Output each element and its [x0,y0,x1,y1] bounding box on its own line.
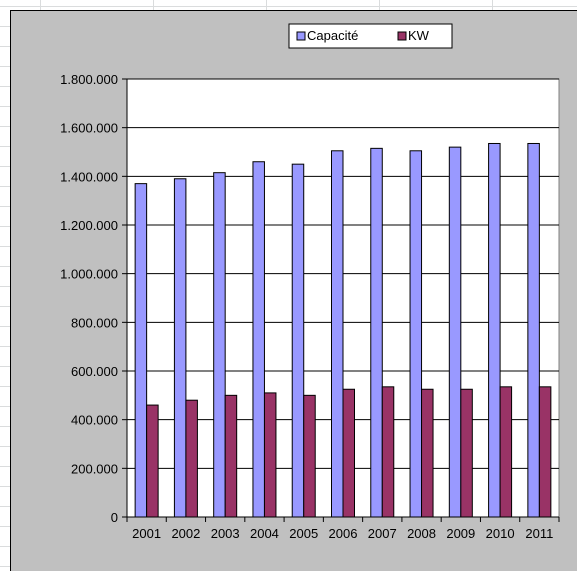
x-tick-label: 2004 [250,526,279,541]
y-tick-label: 200.000 [71,461,118,476]
legend-swatch-kw [397,31,407,41]
bar-kw [224,394,238,518]
bar-capacite [527,142,540,518]
bar-capacite [370,147,383,518]
y-tick-label: 400.000 [71,413,118,428]
bar-capacite [213,172,226,518]
legend-swatch-capacite [296,31,306,41]
x-tick-label: 2003 [211,526,240,541]
bar-kw [303,394,316,518]
y-tick-label: 1.200.000 [60,218,118,233]
y-tick-label: 1.600.000 [60,121,118,136]
bar-capacite [409,150,423,518]
bar-chart: 0 200.000 400.000 600.000 800.000 1.000.000 1.… [60,23,560,541]
bar-capacite [134,183,148,518]
bar-kw [499,386,513,518]
legend: Capacité KW [288,23,453,49]
x-tick-label: 2007 [368,526,397,541]
chart-area[interactable]: 0 200.000 400.000 600.000 800.000 1.000.000 1.… [10,10,577,571]
bar-kw [538,386,552,518]
bar-capacite [252,161,265,518]
bar-capacite [488,142,501,518]
x-tick-label: 2008 [407,526,436,541]
bar-kw [146,404,159,518]
legend-box [288,23,453,49]
bar-kw [342,388,355,518]
y-tick-label: 800.000 [71,315,118,330]
x-tick-label: 2001 [132,526,161,541]
bar-capacite [331,150,344,518]
x-tick-label: 2002 [171,526,200,541]
y-tick-label: 1.800.000 [60,72,118,87]
x-tick-label: 2006 [329,526,358,541]
bar-kw [185,399,198,518]
x-tick-label: 2011 [525,526,553,541]
bar-kw [460,388,473,518]
x-tick-label: 2005 [289,526,318,541]
legend-label-capacite: Capacité [307,28,358,43]
bar-capacite [448,146,462,518]
x-tick-label: 2010 [486,526,515,541]
y-tick-label: 600.000 [71,364,118,379]
x-tick-label: 2009 [446,526,475,541]
bar-capacite [291,163,305,518]
y-tick-label: 1.000.000 [60,267,118,282]
y-tick-label: 0 [111,510,118,525]
bar-kw [421,388,434,518]
bar-capacite [173,178,187,518]
bar-kw [263,392,277,518]
legend-label-kw: KW [408,28,430,43]
y-tick-label: 1.400.000 [60,169,118,184]
bar-kw [381,386,395,518]
